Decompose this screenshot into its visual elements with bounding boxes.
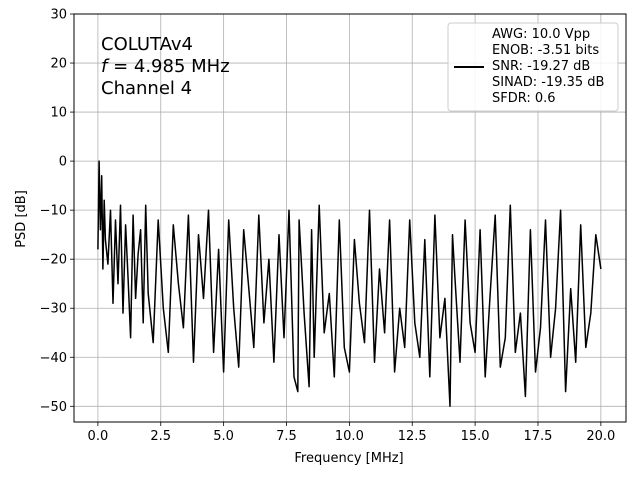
x-tick-label: 7.5 — [276, 429, 297, 444]
series-layer — [97, 160, 602, 408]
legend-entry-enob: ENOB: -3.51 bits — [492, 43, 599, 58]
x-tick-label: 12.5 — [398, 429, 427, 444]
x-tick-label: 15.0 — [461, 429, 490, 444]
x-tick-label: 17.5 — [524, 429, 553, 444]
x-tick-label: 20.0 — [586, 429, 615, 444]
annotation-device: COLUTAv4 — [101, 34, 193, 55]
y-tick-label: −50 — [40, 400, 67, 415]
y-ticks: 30 20 10 0 −10 −20 −30 −40 −50 — [40, 8, 74, 415]
annotation-frequency-value: = 4.985 MHz — [113, 56, 230, 77]
y-axis-label: PSD [dB] — [14, 190, 29, 248]
y-tick-label: −20 — [40, 253, 67, 268]
x-axis-label: Frequency [MHz] — [294, 451, 403, 466]
y-tick-label: 30 — [50, 8, 67, 23]
legend-box — [447, 22, 619, 112]
annotation-channel: Channel 4 — [101, 78, 192, 99]
x-tick-label: 10.0 — [335, 429, 364, 444]
annotation-f-symbol: f — [101, 56, 110, 77]
x-tick-label: 0.0 — [88, 429, 109, 444]
x-tick-label: 5.0 — [213, 429, 234, 444]
x-ticks: 0.0 2.5 5.0 7.5 10.0 12.5 15.0 17.5 20.0 — [88, 422, 615, 444]
annotation: COLUTAv4 f = 4.985 MHz Channel 4 — [101, 34, 230, 99]
annotation-frequency: f = 4.985 MHz — [101, 56, 230, 77]
y-tick-label: 0 — [59, 155, 67, 170]
legend-entry-sfdr: SFDR: 0.6 — [492, 91, 556, 106]
legend-entry-awg: AWG: 10.0 Vpp — [492, 27, 590, 42]
y-tick-label: 20 — [50, 57, 67, 72]
legend: AWG: 10.0 Vpp ENOB: -3.51 bits SNR: -19.… — [447, 22, 619, 112]
plot-frame — [73, 13, 627, 423]
legend-entry-snr: SNR: -19.27 dB — [492, 59, 590, 74]
x-tick-label: 2.5 — [150, 429, 171, 444]
y-tick-label: −40 — [40, 351, 67, 366]
y-tick-label: 10 — [50, 106, 67, 121]
legend-entry-sinad: SINAD: -19.35 dB — [492, 75, 604, 90]
psd-series-line — [97, 160, 602, 408]
y-tick-label: −10 — [40, 204, 67, 219]
y-tick-label: −30 — [40, 302, 67, 317]
